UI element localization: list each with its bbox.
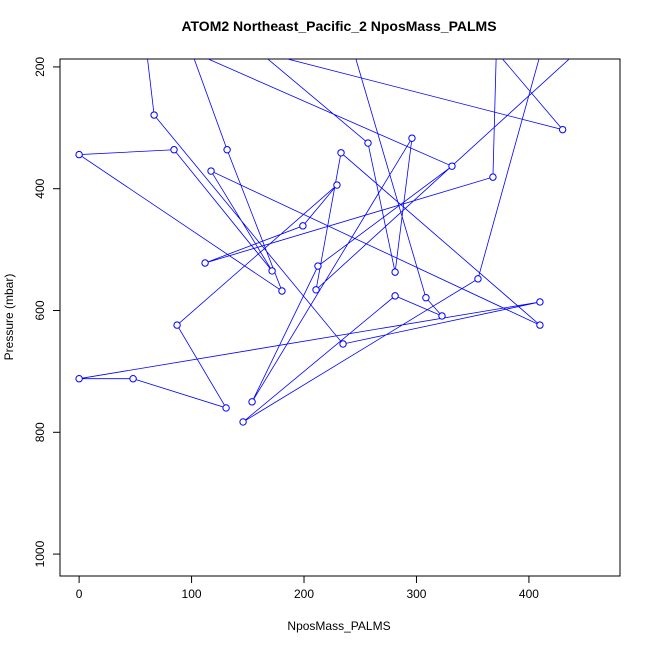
- data-point: [201, 259, 209, 267]
- data-point: [438, 312, 446, 320]
- data-point: [150, 111, 158, 119]
- data-point: [188, 48, 194, 54]
- data-point: [170, 146, 178, 154]
- data-point: [314, 262, 322, 270]
- x-tick-label: 200: [294, 587, 314, 601]
- y-tick-label: 800: [33, 422, 47, 442]
- data-point: [448, 162, 456, 170]
- x-tick-label: 400: [519, 587, 539, 601]
- data-point: [143, 48, 149, 54]
- data-point: [422, 294, 430, 302]
- data-point: [278, 287, 286, 295]
- data-point: [339, 340, 347, 348]
- data-point: [75, 150, 83, 159]
- data-point: [268, 267, 276, 275]
- data-point: [337, 149, 345, 157]
- data-point: [558, 125, 567, 134]
- data-point: [299, 222, 307, 230]
- data-point: [489, 173, 497, 181]
- x-tick-label: 100: [182, 587, 202, 601]
- data-point: [408, 134, 416, 142]
- y-tick-label: 600: [33, 300, 47, 320]
- data-point: [256, 48, 262, 54]
- data-point: [391, 268, 399, 276]
- data-point: [536, 298, 544, 306]
- data-point: [537, 52, 543, 58]
- data-point: [364, 139, 372, 147]
- data-point: [312, 286, 320, 294]
- x-axis-label: NposMass_PALMS: [287, 619, 390, 633]
- data-point: [207, 167, 215, 175]
- chart-title: ATOM2 Northeast_Pacific_2 NposMass_PALMS: [181, 18, 496, 34]
- data-point: [571, 52, 577, 58]
- x-tick-label: 300: [406, 587, 426, 601]
- data-point: [391, 292, 399, 300]
- data-point: [474, 275, 482, 283]
- data-point: [333, 181, 341, 189]
- y-tick-label: 200: [33, 57, 47, 77]
- data-point: [248, 398, 256, 406]
- y-tick-label: 400: [33, 178, 47, 198]
- data-point: [493, 48, 499, 54]
- data-point: [536, 321, 544, 329]
- y-tick-label: 1000: [33, 540, 47, 567]
- x-tick-label: 0: [76, 587, 83, 601]
- data-point: [75, 374, 83, 383]
- data-point: [129, 374, 137, 383]
- series-line: [77, 59, 570, 423]
- data-point: [173, 321, 181, 329]
- data-point: [222, 404, 230, 412]
- data-point: [223, 146, 231, 154]
- data-point: [351, 52, 357, 58]
- data-point: [239, 418, 247, 426]
- plot-frame: [59, 58, 621, 577]
- y-axis-label: Pressure (mbar): [2, 274, 16, 361]
- plot-area: [75, 48, 577, 426]
